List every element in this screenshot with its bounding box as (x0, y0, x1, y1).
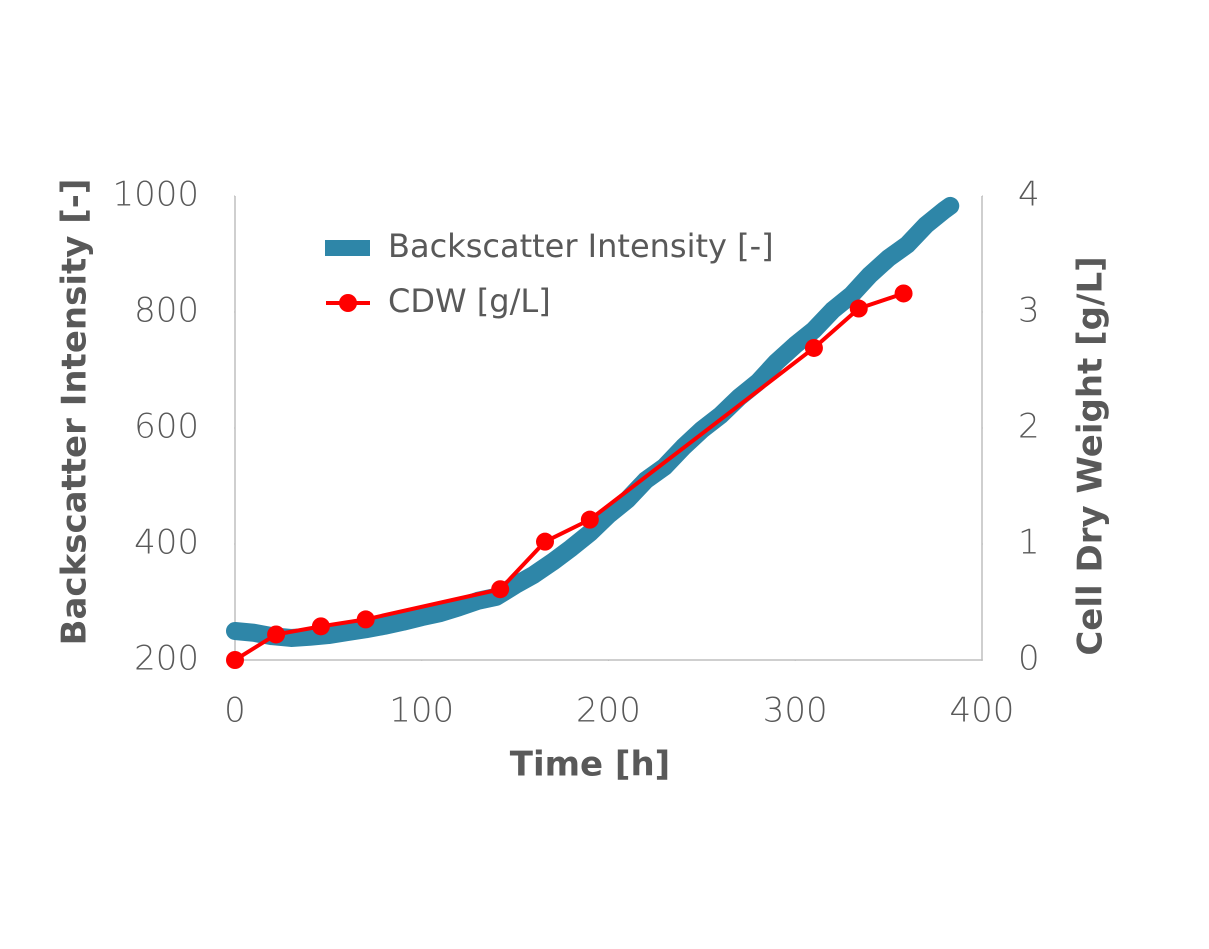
x-axis-label: Time [h] (510, 745, 670, 785)
y-axis-label: Backscatter Intensity [-] (55, 179, 95, 646)
y2-tick-label: 2 (1018, 407, 1040, 447)
y-tick-label: 800 (134, 291, 199, 331)
x-tick-label: 200 (576, 691, 641, 731)
point-marker (267, 625, 286, 644)
x-tick-label: 300 (763, 691, 828, 731)
point-marker (580, 510, 599, 529)
x-tick-label: 400 (950, 691, 1015, 731)
point-marker (356, 610, 375, 629)
point-marker (311, 617, 330, 636)
point-marker (226, 651, 244, 669)
series-line-thick (226, 196, 960, 647)
legend-swatch-marker (339, 294, 357, 312)
series-line (233, 291, 906, 662)
point-marker (804, 338, 823, 357)
y2-tick-label: 4 (1018, 175, 1040, 215)
y-tick-label: 200 (134, 639, 199, 679)
point-marker (536, 532, 555, 551)
point-marker (491, 580, 510, 599)
y2-tick-label: 1 (1018, 523, 1040, 563)
y-tick-label: 1000 (112, 175, 199, 215)
legend-label: Backscatter Intensity [-] (388, 227, 774, 265)
y2-tick-label: 3 (1018, 291, 1040, 331)
x-tick-label: 0 (224, 691, 246, 731)
point-marker (894, 284, 913, 303)
y-tick-label: 600 (134, 407, 199, 447)
point-marker (849, 299, 868, 318)
legend-label: CDW [g/L] (388, 282, 551, 320)
x-tick-label: 100 (389, 691, 454, 731)
y2-tick-label: 0 (1018, 639, 1040, 679)
y-tick-label: 400 (134, 523, 199, 563)
y2-axis-label: Cell Dry Weight [g/L] (1071, 256, 1111, 655)
